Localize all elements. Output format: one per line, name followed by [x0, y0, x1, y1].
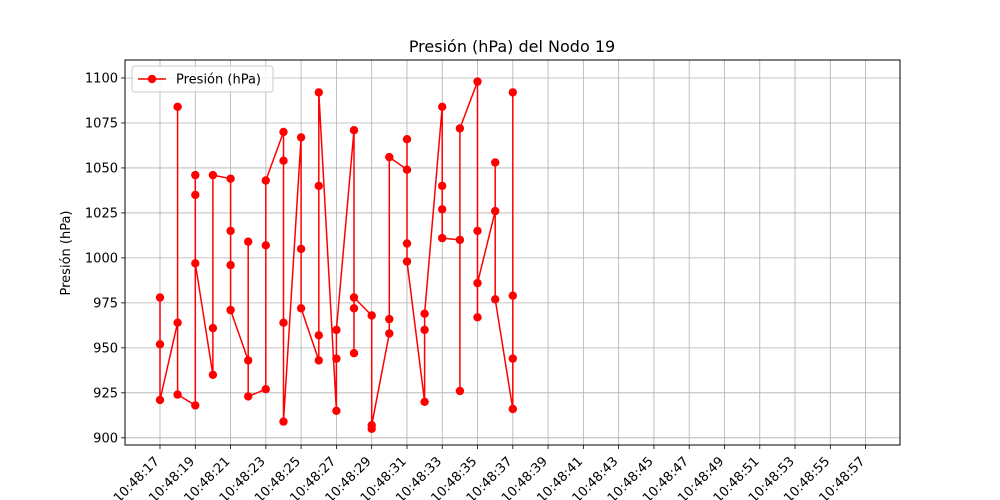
data-point: [438, 181, 447, 191]
y-tick-label: 1050: [85, 161, 118, 176]
data-point: [402, 135, 412, 144]
y-tick-label: 1075: [85, 116, 118, 131]
data-point: [420, 325, 429, 335]
data-point: [402, 257, 412, 266]
data-point: [314, 331, 323, 340]
x-ticks: 10:48:1710:48:1910:48:2110:48:2310:48:25…: [111, 445, 868, 500]
data-point: [402, 165, 412, 174]
y-axis-label: Presión (hPa): [59, 211, 74, 296]
data-point: [314, 356, 323, 365]
data-point: [191, 170, 200, 180]
data-point: [279, 318, 288, 327]
y-tick-label: 1025: [85, 206, 118, 221]
data-point: [226, 226, 235, 236]
y-tick-label: 925: [93, 386, 118, 401]
data-point: [332, 406, 341, 415]
data-point: [438, 102, 447, 112]
data-point: [244, 237, 253, 246]
data-point: [261, 241, 270, 250]
data-point: [296, 304, 306, 313]
data-point: [367, 421, 376, 430]
y-tick-label: 1100: [85, 71, 118, 86]
data-point: [349, 126, 359, 135]
data-point: [455, 386, 465, 396]
data-point: [508, 354, 517, 363]
data-point: [208, 323, 218, 333]
data-point: [349, 349, 359, 358]
data-point: [191, 401, 200, 410]
data-point: [473, 278, 482, 288]
data-point: [314, 181, 323, 191]
data-point: [455, 235, 465, 245]
data-point: [279, 127, 288, 137]
data-point: [314, 88, 323, 97]
data-point: [191, 259, 200, 268]
data-point: [226, 305, 235, 315]
legend-box: [131, 65, 274, 93]
legend-label: Presión (hPa): [176, 73, 261, 88]
data-point: [191, 190, 200, 200]
series: [155, 77, 517, 433]
data-point: [261, 385, 270, 394]
data-point: [332, 325, 341, 335]
data-point: [420, 397, 429, 406]
series-line: [159, 80, 514, 430]
data-point: [367, 311, 376, 320]
data-point: [491, 206, 500, 216]
y-ticks: 900 925 950 975 1000 1025 1050 1075 1100: [85, 71, 125, 446]
data-point: [438, 233, 447, 243]
y-tick-label: 900: [93, 431, 118, 446]
data-point: [279, 417, 288, 426]
data-point: [155, 340, 165, 349]
legend: Presión (hPa): [131, 65, 274, 93]
data-point: [508, 291, 517, 300]
data-point: [173, 102, 182, 112]
y-tick-label: 975: [93, 296, 118, 311]
data-point: [385, 329, 394, 338]
data-point: [508, 88, 517, 97]
data-point: [208, 170, 218, 180]
data-point: [155, 395, 165, 405]
data-point: [296, 244, 306, 254]
chart-title: Presión (hPa) del Nodo 19: [409, 37, 615, 56]
data-point: [349, 304, 359, 313]
y-tick-label: 1000: [85, 251, 118, 266]
data-point: [208, 370, 218, 379]
data-point: [279, 156, 288, 165]
data-point: [261, 176, 270, 185]
data-point: [385, 314, 394, 324]
data-point: [402, 239, 412, 248]
data-point: [296, 133, 306, 142]
data-point: [244, 356, 253, 365]
data-point: [473, 226, 482, 236]
data-point: [455, 124, 465, 133]
data-point: [438, 205, 447, 214]
data-point: [173, 390, 182, 399]
y-tick-label: 950: [93, 341, 118, 356]
data-point: [473, 313, 482, 322]
data-point: [244, 392, 253, 401]
data-point: [155, 293, 165, 302]
data-point: [173, 318, 182, 327]
data-point: [385, 152, 394, 162]
data-point: [491, 158, 500, 167]
data-point: [508, 404, 517, 414]
data-point: [332, 354, 341, 363]
data-point: [491, 295, 500, 304]
data-point: [226, 174, 235, 183]
data-point: [420, 309, 429, 318]
legend-marker: [147, 74, 157, 84]
data-point: [473, 77, 482, 86]
data-point: [349, 293, 359, 302]
data-point: [226, 260, 235, 270]
